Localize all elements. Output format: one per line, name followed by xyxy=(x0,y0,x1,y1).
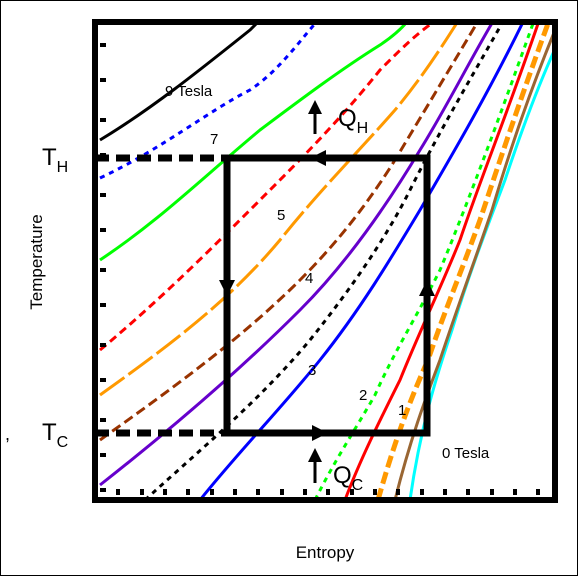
y-axis-label: Temperature xyxy=(27,214,46,309)
qc-arrow xyxy=(308,448,322,483)
isofield-curve-13 xyxy=(99,22,261,142)
label-field-3: 3 xyxy=(308,362,316,379)
axis-ticks xyxy=(100,43,540,495)
x-axis-label: Entropy xyxy=(296,543,355,562)
label-field-7: 7 xyxy=(210,131,218,148)
isofield-curve-1 xyxy=(393,26,555,500)
cycle-arrow-left xyxy=(310,150,326,166)
cycle-arrow-up xyxy=(419,280,435,296)
qc-label: QC xyxy=(333,462,363,494)
isofield-curve-0 xyxy=(408,45,555,500)
cycle-arrow-right xyxy=(312,425,328,441)
tc-label: TC xyxy=(42,419,68,451)
th-label: TH xyxy=(42,144,68,176)
label-field-4: 4 xyxy=(305,270,313,287)
qh-label: QH xyxy=(338,105,368,137)
label-field-2: 2 xyxy=(359,387,367,404)
isofield-curve-5 xyxy=(198,22,525,500)
isofield-curve-8 xyxy=(99,22,480,442)
plot-box xyxy=(92,19,558,503)
isofield-curve-7 xyxy=(99,22,495,487)
label-9-tesla: 9 Tesla xyxy=(165,83,213,100)
cycle-arrows xyxy=(219,150,435,441)
label-field-1: 1 xyxy=(398,402,406,419)
magnetic-cycle-rectangle xyxy=(223,154,431,437)
isofield-curve-12 xyxy=(99,22,319,180)
comma-mark: , xyxy=(5,424,10,444)
isofield-curve-3 xyxy=(343,22,541,500)
isofield-curve-10 xyxy=(99,22,437,352)
label-field-5: 5 xyxy=(277,207,285,224)
qh-arrow xyxy=(308,100,322,134)
isofield-curve-4 xyxy=(313,22,536,500)
isofield-curve-9 xyxy=(99,22,460,397)
isofield-curve-11 xyxy=(99,22,409,262)
label-0-tesla: 0 Tesla xyxy=(442,445,490,462)
cycle-arrow-down xyxy=(219,280,235,296)
